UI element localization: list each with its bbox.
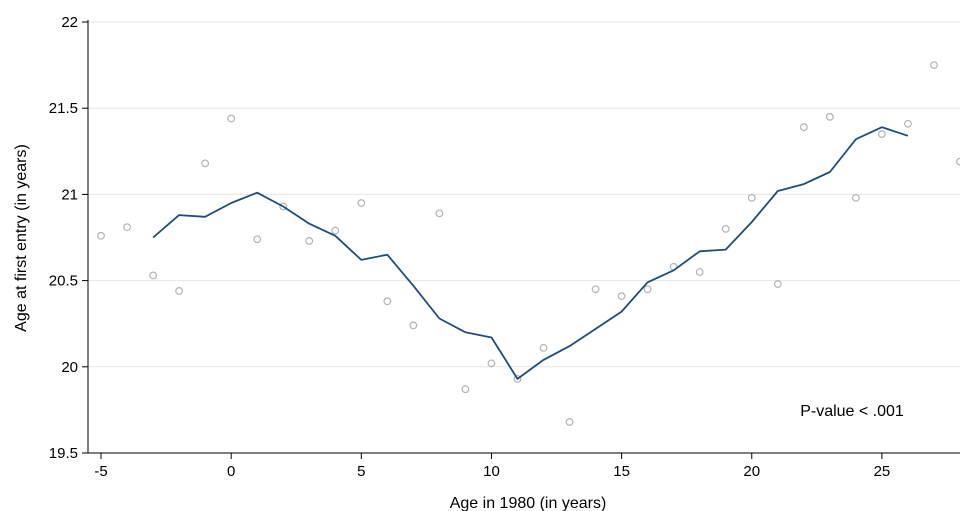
scatter-point (617, 292, 626, 301)
trend-line-group (152, 126, 909, 380)
scatter-point (721, 224, 730, 233)
scatter-point (383, 297, 392, 306)
x-tick-label: 5 (357, 463, 365, 480)
y-tick-label: 21 (61, 186, 78, 203)
scatter-point (565, 418, 574, 426)
x-tick-label: 25 (874, 463, 891, 480)
x-tick-label: 15 (613, 463, 630, 480)
scatter-point (487, 359, 496, 368)
scatter-point (97, 231, 105, 240)
scatter-point (201, 159, 210, 168)
x-tick-label: 10 (483, 463, 500, 480)
scatter-point (461, 385, 470, 394)
y-tick-label: 21.5 (49, 100, 78, 117)
x-tick-label: 0 (227, 463, 235, 480)
scatter-point (956, 157, 960, 166)
gridlines (88, 21, 960, 454)
y-tick-label: 22 (61, 14, 78, 31)
scatter-point (878, 130, 886, 138)
scatter-point (591, 285, 600, 294)
scatter-point (695, 268, 704, 276)
y-axis-title: Age at first entry (in years) (13, 144, 30, 332)
x-tick-label: 20 (743, 463, 760, 480)
scatter-point (305, 237, 314, 245)
scatter-point (435, 209, 444, 218)
p-value-annotation: P-value < .001 (800, 403, 904, 420)
scatter-point (253, 235, 262, 244)
scatter-point (331, 226, 340, 235)
scatter-point (357, 199, 366, 207)
scatter-point (747, 193, 756, 202)
scatter-point (825, 112, 834, 121)
y-tick-label: 20.5 (49, 273, 78, 290)
x-axis-title: Age in 1980 (in years) (450, 495, 607, 511)
x-tick-label: -5 (94, 463, 107, 480)
scatter-point (149, 271, 157, 280)
scatter-point (175, 287, 184, 295)
y-tick-label: 19.5 (49, 445, 78, 462)
scatter-point (539, 343, 548, 352)
scatter-point (773, 280, 782, 288)
scatter-point (799, 123, 808, 132)
scatter-point (904, 119, 912, 128)
scatter-points (97, 61, 960, 426)
scatter-point (409, 321, 418, 330)
scatter-point (930, 61, 938, 69)
axes: 19.5 20 20.5 21 21.5 22 -5 0 5 10 15 20 25 (49, 14, 960, 480)
trend-line (152, 126, 909, 380)
scatter-point (227, 114, 236, 123)
scatter-point (279, 202, 288, 211)
scatter-point (123, 223, 131, 232)
scatter-point (851, 193, 860, 202)
scatter-point (513, 374, 522, 383)
y-tick-label: 20 (61, 359, 78, 376)
scatter-point (643, 285, 652, 294)
